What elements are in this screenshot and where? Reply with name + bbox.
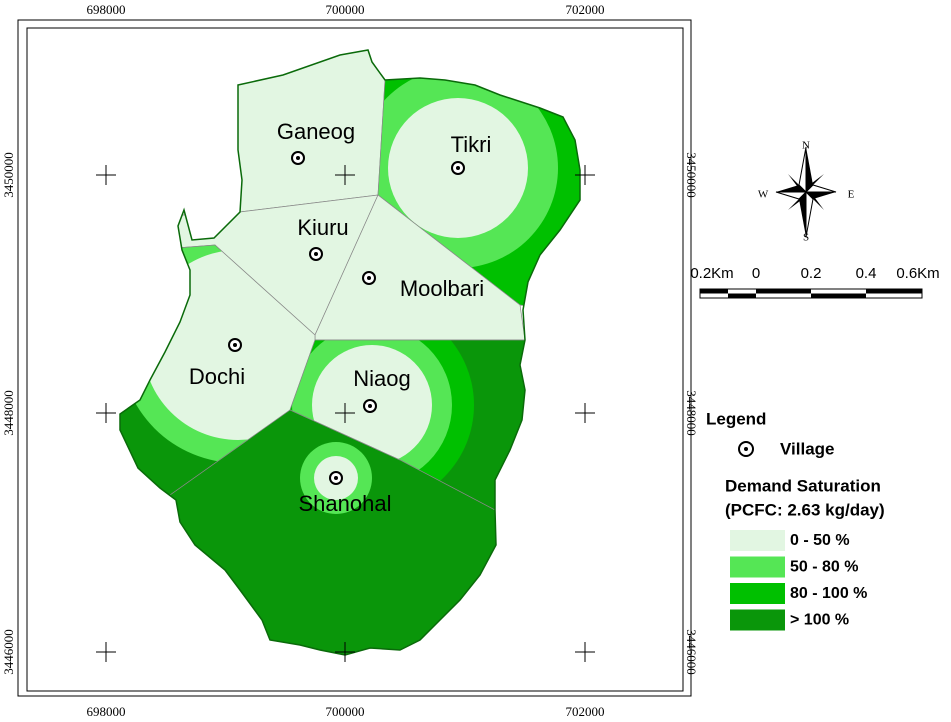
y-coord-label: 3450000 (1, 152, 16, 198)
y-coord-label: 3446000 (684, 629, 699, 675)
village-name: Dochi (189, 364, 245, 389)
legend-class-label: 80 - 100 % (790, 585, 867, 602)
village-name: Tikri (451, 132, 492, 157)
compass-n: N (802, 140, 810, 152)
x-coord-label: 702000 (566, 704, 605, 719)
legend-saturation-subtitle: (PCFC: 2.63 kg/day) (725, 500, 885, 519)
compass-w: W (758, 189, 769, 201)
scale-label: 0 (752, 265, 760, 282)
x-coord-label: 700000 (326, 2, 365, 17)
y-coord-label: 3448000 (684, 390, 699, 436)
scale-bar (699, 288, 923, 299)
village-symbol-dot (368, 404, 372, 408)
village-name: Kiuru (297, 215, 348, 240)
compass-s: S (803, 232, 809, 244)
village-symbol-dot (314, 252, 318, 256)
boundary (119, 49, 581, 656)
legend-swatch (730, 609, 785, 631)
village-symbol-dot (744, 447, 748, 451)
village-name: Moolbari (400, 276, 484, 301)
village-name: Niaog (353, 366, 410, 391)
village-symbol-dot (233, 343, 237, 347)
legend: Legend Village Demand Saturation (PCFC: … (706, 409, 885, 631)
legend-village: Village (780, 439, 835, 458)
scale-label: 0.6Km (896, 265, 939, 282)
x-coord-label: 700000 (326, 704, 365, 719)
x-coord-label: 698000 (87, 2, 126, 17)
y-coord-label: 3448000 (1, 390, 16, 436)
village-name: Ganeog (277, 119, 355, 144)
legend-saturation-title: Demand Saturation (725, 476, 881, 495)
inner-frame (26, 27, 684, 692)
scale-label: 0.2 (801, 265, 822, 282)
village-symbol-dot (296, 156, 300, 160)
legend-swatch (730, 583, 785, 604)
y-coord-label: 3446000 (1, 629, 16, 675)
outer-frame (17, 19, 692, 697)
grid-crosses (96, 165, 595, 662)
village-symbol-dot (456, 166, 460, 170)
x-coord-label: 702000 (566, 2, 605, 17)
legend-swatch (730, 530, 785, 551)
scale-label: 0.2Km (690, 265, 733, 282)
scale-label: 0.4 (856, 265, 877, 282)
compass: N S E W (758, 140, 855, 244)
village-symbol-dot (334, 476, 338, 480)
village-symbol-dot (367, 276, 371, 280)
y-coord-label: 3450000 (684, 152, 699, 198)
zone (315, 195, 525, 340)
legend-class-label: 0 - 50 % (790, 532, 850, 549)
region (315, 195, 525, 340)
legend-class-label: 50 - 80 % (790, 559, 858, 576)
legend-title: Legend (706, 409, 766, 428)
compass-e: E (848, 189, 855, 201)
x-coord-label: 698000 (87, 704, 126, 719)
village-name: Shanohal (299, 491, 392, 516)
legend-swatch (730, 556, 785, 578)
legend-class-label: > 100 % (790, 612, 849, 629)
